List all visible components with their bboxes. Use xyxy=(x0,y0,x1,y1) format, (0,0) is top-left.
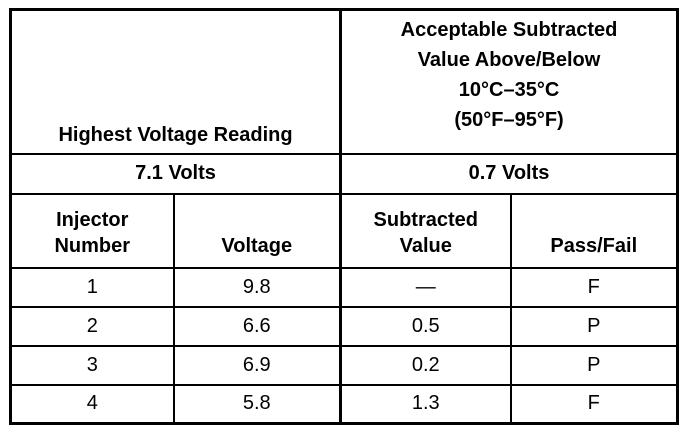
data-cell: P xyxy=(509,305,679,347)
column-header-line: Value xyxy=(399,234,452,257)
data-cell: 2 xyxy=(9,305,175,347)
data-row: 3 6.9 0.2 P xyxy=(9,344,679,386)
header-row: Highest Voltage Reading Acceptable Subtr… xyxy=(9,8,679,155)
data-cell: 0.2 xyxy=(339,344,512,386)
column-header: Subtracted Value xyxy=(339,192,512,269)
header-line: Value Above/Below xyxy=(417,49,601,71)
data-cell: F xyxy=(509,266,679,308)
data-cell: 1.3 xyxy=(339,383,512,425)
column-header-line: Number xyxy=(54,234,131,257)
data-cell: — xyxy=(339,266,512,308)
column-header: Injector Number xyxy=(9,192,175,269)
data-cell: 1 xyxy=(9,266,175,308)
header-line: 10°C–35°C xyxy=(458,79,560,101)
column-header: Pass/Fail xyxy=(509,192,679,269)
summary-row: 7.1 Volts 0.7 Volts xyxy=(9,152,679,195)
data-row: 1 9.8— F xyxy=(9,266,679,308)
data-cell: 6.6 xyxy=(172,305,343,347)
summary-cell: 0.7 Volts xyxy=(339,152,679,195)
data-cell: P xyxy=(509,344,679,386)
data-cell: 9.8 xyxy=(172,266,343,308)
data-cell: 3 xyxy=(9,344,175,386)
voltage-table: Highest Voltage Reading Acceptable Subtr… xyxy=(9,8,680,425)
data-cell: F xyxy=(509,383,679,425)
data-cell: 6.9 xyxy=(172,344,343,386)
column-header-line: Injector xyxy=(56,208,129,231)
column-header-row: Injector Number Voltage Subtracted Value Pass… xyxy=(9,192,679,269)
data-cell: 5.8 xyxy=(172,383,343,425)
header-left: Highest Voltage Reading xyxy=(9,8,343,155)
column-header-line: Subtracted xyxy=(373,208,478,231)
summary-cell: 7.1 Volts xyxy=(9,152,343,195)
column-header-line: Voltage xyxy=(221,234,293,257)
data-row: 2 6.6 0.5 P xyxy=(9,305,679,347)
header-line: (50°F–95°F) xyxy=(454,109,564,131)
header-right: Acceptable Subtracted Value Above/Below 10… xyxy=(339,8,679,155)
column-header-line: Pass/Fail xyxy=(550,234,638,257)
header-line: Acceptable Subtracted xyxy=(400,19,618,41)
data-cell: 0.5 xyxy=(339,305,512,347)
data-row: 4 5.8 1.3 F xyxy=(9,383,679,425)
data-cell: 4 xyxy=(9,383,175,425)
column-header: Voltage xyxy=(172,192,343,269)
